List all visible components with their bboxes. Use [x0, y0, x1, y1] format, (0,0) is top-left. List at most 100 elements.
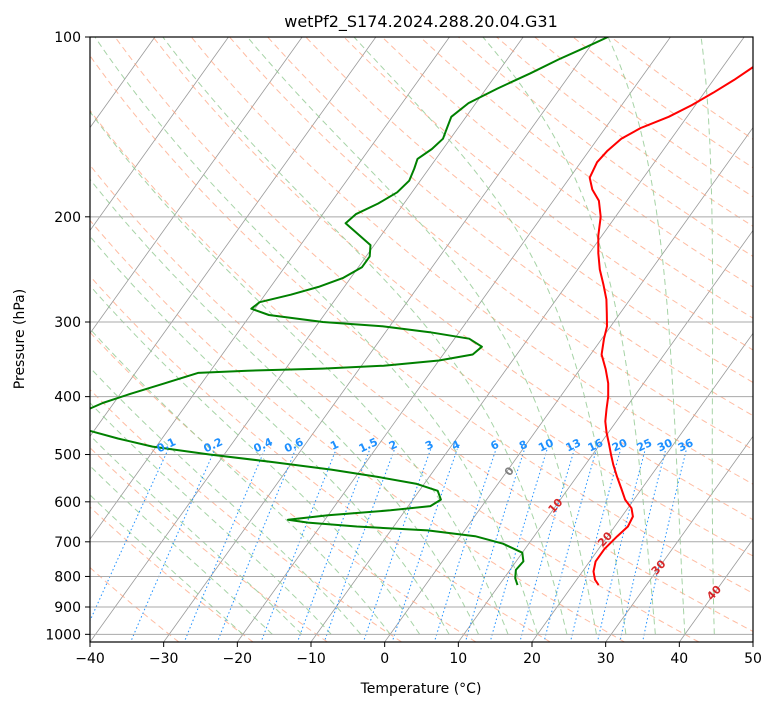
dry-adiabat-line: [90, 388, 402, 642]
mixing-ratio-label: 13: [564, 436, 583, 454]
dewpoint-profile-line: [90, 37, 609, 586]
mixing-ratio-line: [216, 449, 297, 642]
dry-adiabat-line: [419, 37, 753, 288]
y-tick-label: 200: [54, 210, 81, 226]
moist-adiabat-line: [90, 284, 421, 635]
isotherm-line: [310, 37, 745, 642]
mixing-ratio-line: [323, 449, 396, 642]
zero-label: 0: [502, 464, 517, 478]
isotherm-line: [605, 435, 753, 642]
isotherm-line: [90, 37, 450, 540]
mixing-ratio-label: 0.4: [252, 435, 275, 455]
dry-adiabat-line: [90, 164, 700, 642]
mixing-ratio-label: 1: [328, 438, 340, 453]
isotherm-line: [90, 37, 524, 642]
x-tick-label: −30: [149, 651, 179, 667]
mixing-ratio-line: [362, 449, 432, 642]
moist-adiabat-line: [162, 37, 568, 635]
dry-adiabat-line: [610, 37, 753, 140]
mixing-ratio-line: [130, 449, 216, 642]
mixing-ratio-line: [642, 449, 687, 642]
mixing-ratio-label: 4: [450, 438, 463, 453]
x-tick-label: −20: [223, 651, 253, 667]
y-tick-label: 300: [54, 315, 81, 331]
x-tick-label: 10: [449, 651, 467, 667]
mixing-ratio-label: 0.2: [202, 435, 225, 455]
x-tick-label: −40: [75, 651, 105, 667]
mixing-ratio-line: [519, 449, 575, 642]
y-tick-label: 500: [54, 448, 81, 464]
dry-adiabat-line: [305, 37, 753, 384]
x-tick-label: −10: [296, 651, 326, 667]
dry-adiabat-line: [343, 37, 753, 351]
mixing-ratio-label: 2: [387, 438, 399, 453]
isotherm-line: [678, 538, 753, 642]
mixing-ratio-label: 10: [536, 436, 556, 454]
dry-adiabat-line: [114, 37, 753, 557]
mixing-ratio-label: 8: [517, 438, 529, 453]
temperature-profile-line: [588, 65, 753, 586]
moist-adiabat-label: 20: [595, 529, 615, 549]
moist-adiabat-label: 30: [649, 557, 669, 577]
dry-adiabat-line: [381, 37, 753, 319]
mixing-ratio-label: 16: [586, 436, 606, 454]
mixing-ratio-label: 6: [489, 438, 502, 453]
dry-adiabat-line: [90, 109, 753, 633]
isobar-grid: [90, 37, 753, 635]
x-tick-label: 50: [744, 651, 762, 667]
dry-adiabat-line: [534, 37, 753, 198]
mixing-ratio-line: [543, 449, 597, 642]
dry-adiabat-line: [496, 37, 753, 227]
mixing-ratio-line: [183, 449, 266, 642]
mixing-ratio-label: 0.1: [155, 435, 178, 455]
moist-adiabat-line: [700, 37, 715, 635]
mixing-ratio-line: [90, 449, 169, 622]
moist-adiabat-line: [90, 494, 244, 635]
mixing-ratio-line: [596, 449, 646, 642]
x-tick-label: 20: [523, 651, 541, 667]
mixing-ratio-label: 36: [676, 436, 696, 454]
mixing-ratio-label: 0.6: [282, 435, 305, 455]
x-axis-ticks: −40 −30 −20 −10 0 10 20 30 40 50: [75, 642, 762, 667]
mixing-ratio-line: [296, 449, 371, 642]
moist-adiabat-line: [607, 37, 686, 635]
plot-frame: [89, 36, 754, 643]
mixing-ratio-line: [464, 449, 525, 642]
isotherm-line: [531, 332, 753, 642]
mixing-ratio-label: 1.5: [357, 435, 380, 455]
moist-adiabat-label: 10: [546, 496, 566, 516]
moist-adiabat-line: [247, 37, 597, 635]
mixing-ratio-label: 20: [610, 436, 630, 454]
mixing-ratio-line: [260, 449, 337, 642]
moist-adiabat-line: [90, 402, 332, 635]
isotherm-line: [90, 37, 229, 232]
x-axis-label: Temperature (°C): [360, 681, 482, 697]
y-tick-label: 700: [54, 535, 81, 551]
chart-title: wetPf2_S174.2024.288.20.04.G31: [284, 12, 558, 32]
isotherm-line: [90, 37, 303, 335]
mixing-ratio-label: 3: [423, 438, 435, 453]
moist-adiabat-line: [90, 465, 273, 635]
dry-adiabat-line: [90, 219, 625, 642]
mixing-ratio-line: [433, 449, 497, 642]
isotherm-line: [163, 37, 598, 642]
dry-adiabat-line: [90, 54, 753, 594]
dry-adiabat-line: [152, 37, 753, 521]
moist-adiabat-line: [353, 37, 627, 635]
background-lines: [90, 37, 753, 642]
moist-adiabat-line: [94, 37, 538, 635]
dry-adiabat-line: [90, 275, 551, 642]
y-tick-label: 1000: [45, 627, 81, 643]
y-tick-label: 600: [54, 495, 81, 511]
y-tick-label: 900: [54, 600, 81, 616]
moist-adiabat-line: [90, 178, 480, 635]
profile-lines: [90, 37, 753, 586]
isotherm-line: [457, 229, 753, 642]
mixing-ratio-line: [391, 449, 458, 642]
moist-adiabat-line: [90, 366, 362, 635]
mixing-ratio-line: [569, 449, 622, 642]
x-tick-label: 40: [670, 651, 688, 667]
y-axis-ticks: 100 200 300 400 500 600 700 800 900 1000: [45, 30, 90, 643]
isotherm-line: [384, 126, 753, 642]
